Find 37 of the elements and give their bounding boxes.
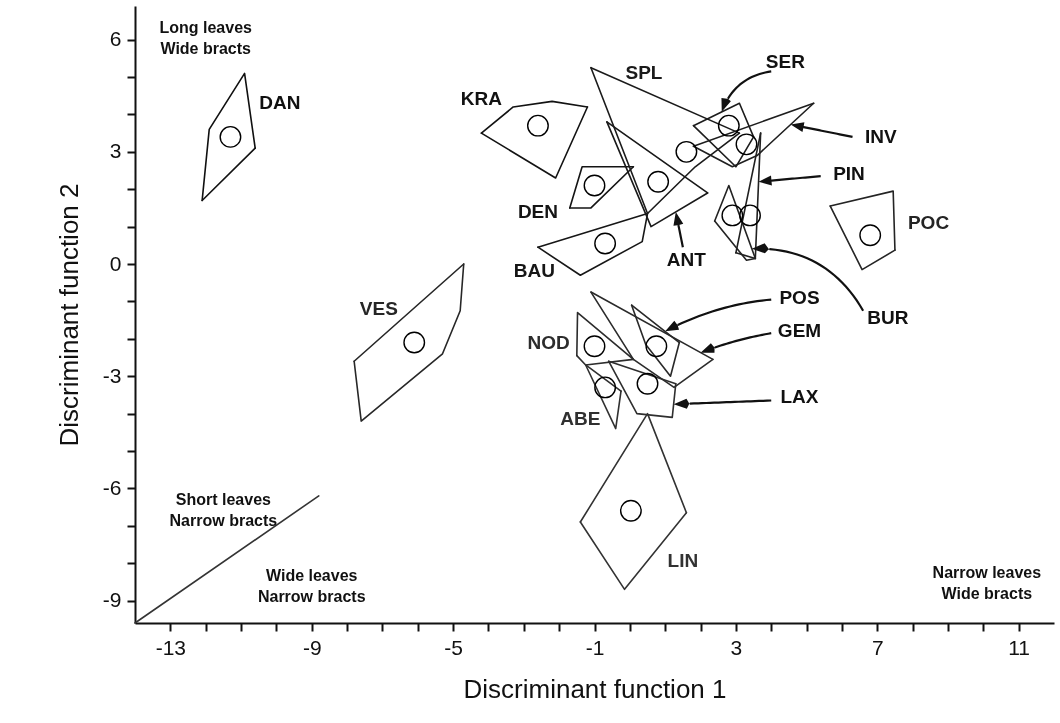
series-label: NOD: [527, 331, 570, 353]
y-tick-label: 6: [109, 27, 122, 51]
series-label: DEN: [517, 200, 559, 222]
annotation: Short leaves Narrow bracts: [169, 490, 278, 529]
annotation: PIN: [833, 163, 865, 185]
text: LIN: [667, 550, 699, 572]
x-tick-label: -9: [302, 635, 322, 659]
annotation: INV: [864, 125, 897, 147]
y-tick-label: 3: [109, 139, 122, 163]
x-tick-label: 3: [730, 635, 743, 659]
series-label: SPL: [625, 62, 663, 84]
x-tick-label: -13: [155, 635, 187, 659]
x-tick-label: 11: [1008, 635, 1031, 659]
x-tick-label: 7: [871, 635, 884, 659]
x-axis-title: Discriminant function 1: [463, 673, 727, 704]
y-tick-label: 0: [109, 251, 122, 275]
annotation: Long leaves Wide bracts: [159, 19, 253, 58]
x-tick-label: -1: [585, 635, 605, 659]
series-label: KRA: [460, 88, 503, 110]
annotation: LAX: [780, 385, 819, 407]
y-tick-label: -3: [102, 363, 122, 387]
series-label: VES: [359, 297, 398, 319]
series-label: ABE: [560, 408, 601, 430]
series-label: POC: [907, 211, 950, 233]
annotation: BUR: [867, 307, 909, 329]
series-label: DAN: [259, 92, 301, 114]
x-tick-label: -5: [444, 635, 463, 659]
series-label: BAU: [513, 260, 555, 282]
y-tick-label: -6: [102, 475, 122, 499]
y-axis-title: Discriminant function 2: [53, 183, 84, 447]
annotation: GEM: [777, 320, 822, 342]
annotation: SER: [765, 51, 806, 73]
annotation: Wide leaves Narrow bracts: [257, 567, 366, 606]
annotation: POS: [779, 286, 820, 308]
annotation: Narrow leaves Wide bracts: [932, 563, 1042, 602]
annotation: ANT: [666, 249, 707, 271]
y-tick-label: -9: [102, 588, 122, 612]
